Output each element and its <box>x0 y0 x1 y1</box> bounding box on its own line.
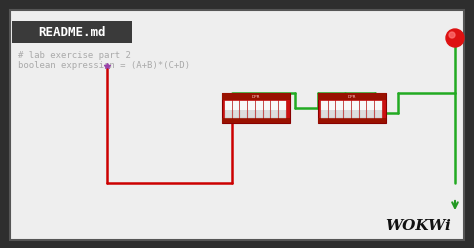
Bar <box>344 101 351 118</box>
Bar <box>256 101 263 110</box>
Bar <box>329 101 335 110</box>
Bar <box>240 101 247 110</box>
Bar <box>318 93 386 100</box>
Bar <box>318 118 386 123</box>
Bar <box>222 93 290 123</box>
Bar <box>337 101 343 118</box>
Text: boolean expression = (A+B)*(C+D): boolean expression = (A+B)*(C+D) <box>18 62 190 70</box>
Bar <box>367 101 374 118</box>
Bar <box>222 118 290 123</box>
Bar <box>352 101 359 110</box>
FancyBboxPatch shape <box>10 10 464 240</box>
Bar <box>329 101 335 118</box>
Bar <box>256 101 263 118</box>
Bar <box>367 101 374 110</box>
Circle shape <box>449 32 455 38</box>
Text: DPR: DPR <box>252 94 260 98</box>
Bar <box>233 101 239 110</box>
Bar <box>222 93 290 100</box>
Bar <box>248 101 255 110</box>
Bar <box>321 101 328 110</box>
Bar <box>272 101 278 110</box>
Bar <box>375 101 382 118</box>
Bar <box>279 101 286 110</box>
Bar <box>225 101 232 110</box>
Text: # lab exercise part 2: # lab exercise part 2 <box>18 52 131 61</box>
Bar <box>360 101 366 110</box>
Bar <box>352 101 359 118</box>
Bar <box>318 93 386 123</box>
Bar <box>12 21 132 43</box>
Bar <box>264 101 270 118</box>
Circle shape <box>446 29 464 47</box>
Bar <box>272 101 278 118</box>
Bar <box>225 101 232 118</box>
Bar <box>344 101 351 110</box>
Bar <box>321 101 328 118</box>
Bar <box>233 101 239 118</box>
Bar <box>375 101 382 110</box>
Bar <box>279 101 286 118</box>
Text: WOKWi: WOKWi <box>385 219 451 233</box>
Bar <box>264 101 270 110</box>
Bar <box>248 101 255 118</box>
Bar <box>337 101 343 110</box>
Bar <box>360 101 366 118</box>
Text: DPR: DPR <box>348 94 356 98</box>
Bar <box>240 101 247 118</box>
Text: README.md: README.md <box>38 26 106 38</box>
